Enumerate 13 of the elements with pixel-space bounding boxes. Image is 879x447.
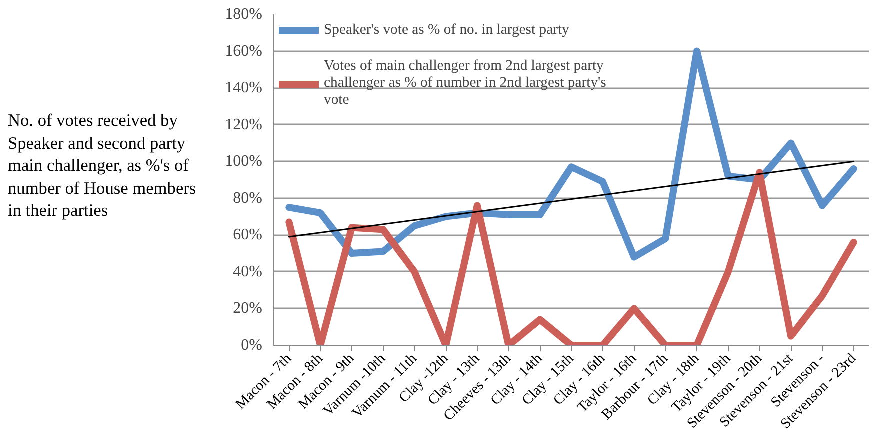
y-tick-label: 160% (225, 42, 262, 60)
y-tick-label: 120% (225, 116, 262, 134)
y-tick-label: 40% (233, 263, 262, 280)
legend-label: Votes of main challenger from 2nd largest party challenger as % of number in 2nd largest party's vote (324, 58, 606, 109)
y-tick-label: 60% (233, 226, 262, 244)
y-axis-title: No. of votes received by Speaker and second party main challenger, as %'s of number of House members in their parties (8, 110, 198, 222)
y-tick-label: 180% (225, 6, 262, 23)
y-tick-label: 140% (225, 80, 262, 97)
y-tick-label: 100% (225, 153, 262, 170)
legend-label: Speaker's vote as % of no. in largest party (324, 22, 570, 38)
y-tick-label: 20% (233, 300, 262, 318)
y-tick-label: 0% (241, 337, 262, 354)
y-tick-label: 80% (233, 190, 262, 207)
